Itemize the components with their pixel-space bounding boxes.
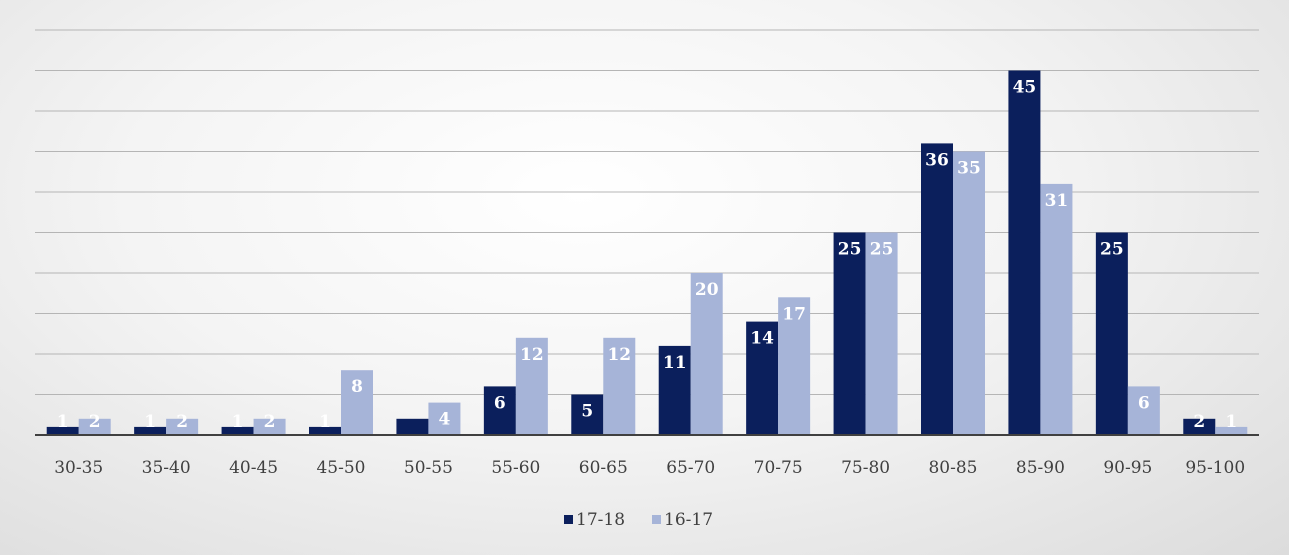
data-label: 6	[494, 393, 506, 413]
bar-16-17-95-100	[1215, 426, 1248, 435]
bar-17-18-40-45	[221, 426, 254, 435]
bar-16-17-90-95	[1127, 386, 1160, 435]
data-label: 1	[319, 412, 331, 432]
x-tick-label: 75-80	[841, 458, 890, 478]
bar-17-18-75-80	[833, 232, 866, 435]
bar-17-18-30-35	[46, 426, 79, 435]
data-label: 2	[1193, 412, 1205, 432]
bar-16-17-30-35	[78, 418, 111, 435]
bar-16-17-85-90	[1040, 183, 1073, 435]
bar-17-18-60-65	[571, 394, 604, 435]
data-label: 45	[1013, 78, 1037, 98]
bar-16-17-65-70	[690, 273, 723, 435]
x-tick-label: 60-65	[579, 458, 628, 478]
bar-17-18-50-55	[396, 418, 429, 435]
bar-16-17-55-60	[515, 337, 548, 435]
data-label: 2	[264, 412, 276, 432]
bar-16-17-60-65	[603, 337, 636, 435]
legend-swatch-series-1	[652, 515, 661, 524]
data-label: 35	[957, 159, 981, 179]
data-label: 20	[695, 280, 719, 300]
x-tick-label: 90-95	[1103, 458, 1152, 478]
data-label: 36	[925, 150, 949, 170]
bar-16-17-80-85	[953, 151, 985, 435]
bar-16-17-45-50	[341, 370, 373, 435]
legend-label-series-1: 16-17	[664, 510, 713, 530]
legend-swatch-series-0	[564, 515, 573, 524]
data-label: 4	[439, 410, 451, 430]
bar-17-18-95-100	[1183, 418, 1216, 435]
bar-17-18-85-90	[1008, 70, 1041, 435]
bar-16-17-70-75	[778, 297, 811, 435]
data-label: 6	[1138, 393, 1150, 413]
legend-label-series-0: 17-18	[576, 510, 625, 530]
bars	[46, 70, 1248, 435]
data-label: 1	[1225, 412, 1237, 432]
bar-16-17-50-55	[428, 402, 461, 435]
data-label: 5	[581, 402, 593, 422]
data-label: 2	[176, 412, 188, 432]
bar-17-18-80-85	[921, 143, 953, 435]
x-tick-label: 70-75	[754, 458, 803, 478]
x-tick-label: 65-70	[666, 458, 715, 478]
x-tick-label: 55-60	[491, 458, 540, 478]
data-label: 2	[89, 412, 101, 432]
x-tick-label: 40-45	[229, 458, 278, 478]
data-label: 25	[870, 240, 894, 260]
gridlines	[35, 29, 1259, 395]
x-axis-ticks: 30-35 35-40 40-45 45-50 50-55 55-60 60-65 65-70…	[54, 458, 1245, 478]
data-label: 1	[232, 412, 244, 432]
bar-17-18-70-75	[746, 321, 779, 435]
data-label: 14	[750, 329, 774, 349]
data-label: 8	[351, 377, 363, 397]
bar-17-18-45-50	[309, 426, 341, 435]
x-tick-label: 45-50	[316, 458, 365, 478]
x-tick-label: 35-40	[142, 458, 191, 478]
data-label: 25	[1100, 240, 1124, 260]
data-label: 12	[520, 345, 544, 365]
x-tick-label: 30-35	[54, 458, 103, 478]
data-label: 1	[144, 412, 156, 432]
data-label: 1	[57, 412, 69, 432]
x-tick-label: 50-55	[404, 458, 453, 478]
bar-17-18-35-40	[134, 426, 167, 435]
bar-16-17-40-45	[253, 418, 286, 435]
data-label: 17	[782, 304, 806, 324]
bar-17-18-55-60	[483, 386, 516, 435]
legend: 17-18 16-17	[564, 510, 713, 530]
bar-17-18-65-70	[658, 345, 691, 435]
bar-17-18-90-95	[1095, 232, 1128, 435]
bar-16-17-75-80	[865, 232, 898, 435]
x-tick-label: 80-85	[928, 458, 977, 478]
x-tick-label: 85-90	[1016, 458, 1065, 478]
data-label: 11	[663, 353, 687, 373]
bar-16-17-35-40	[166, 418, 199, 435]
data-label: 12	[607, 345, 631, 365]
data-label: 31	[1045, 191, 1069, 211]
x-tick-label: 95-100	[1185, 458, 1245, 478]
data-label: 25	[838, 240, 862, 260]
